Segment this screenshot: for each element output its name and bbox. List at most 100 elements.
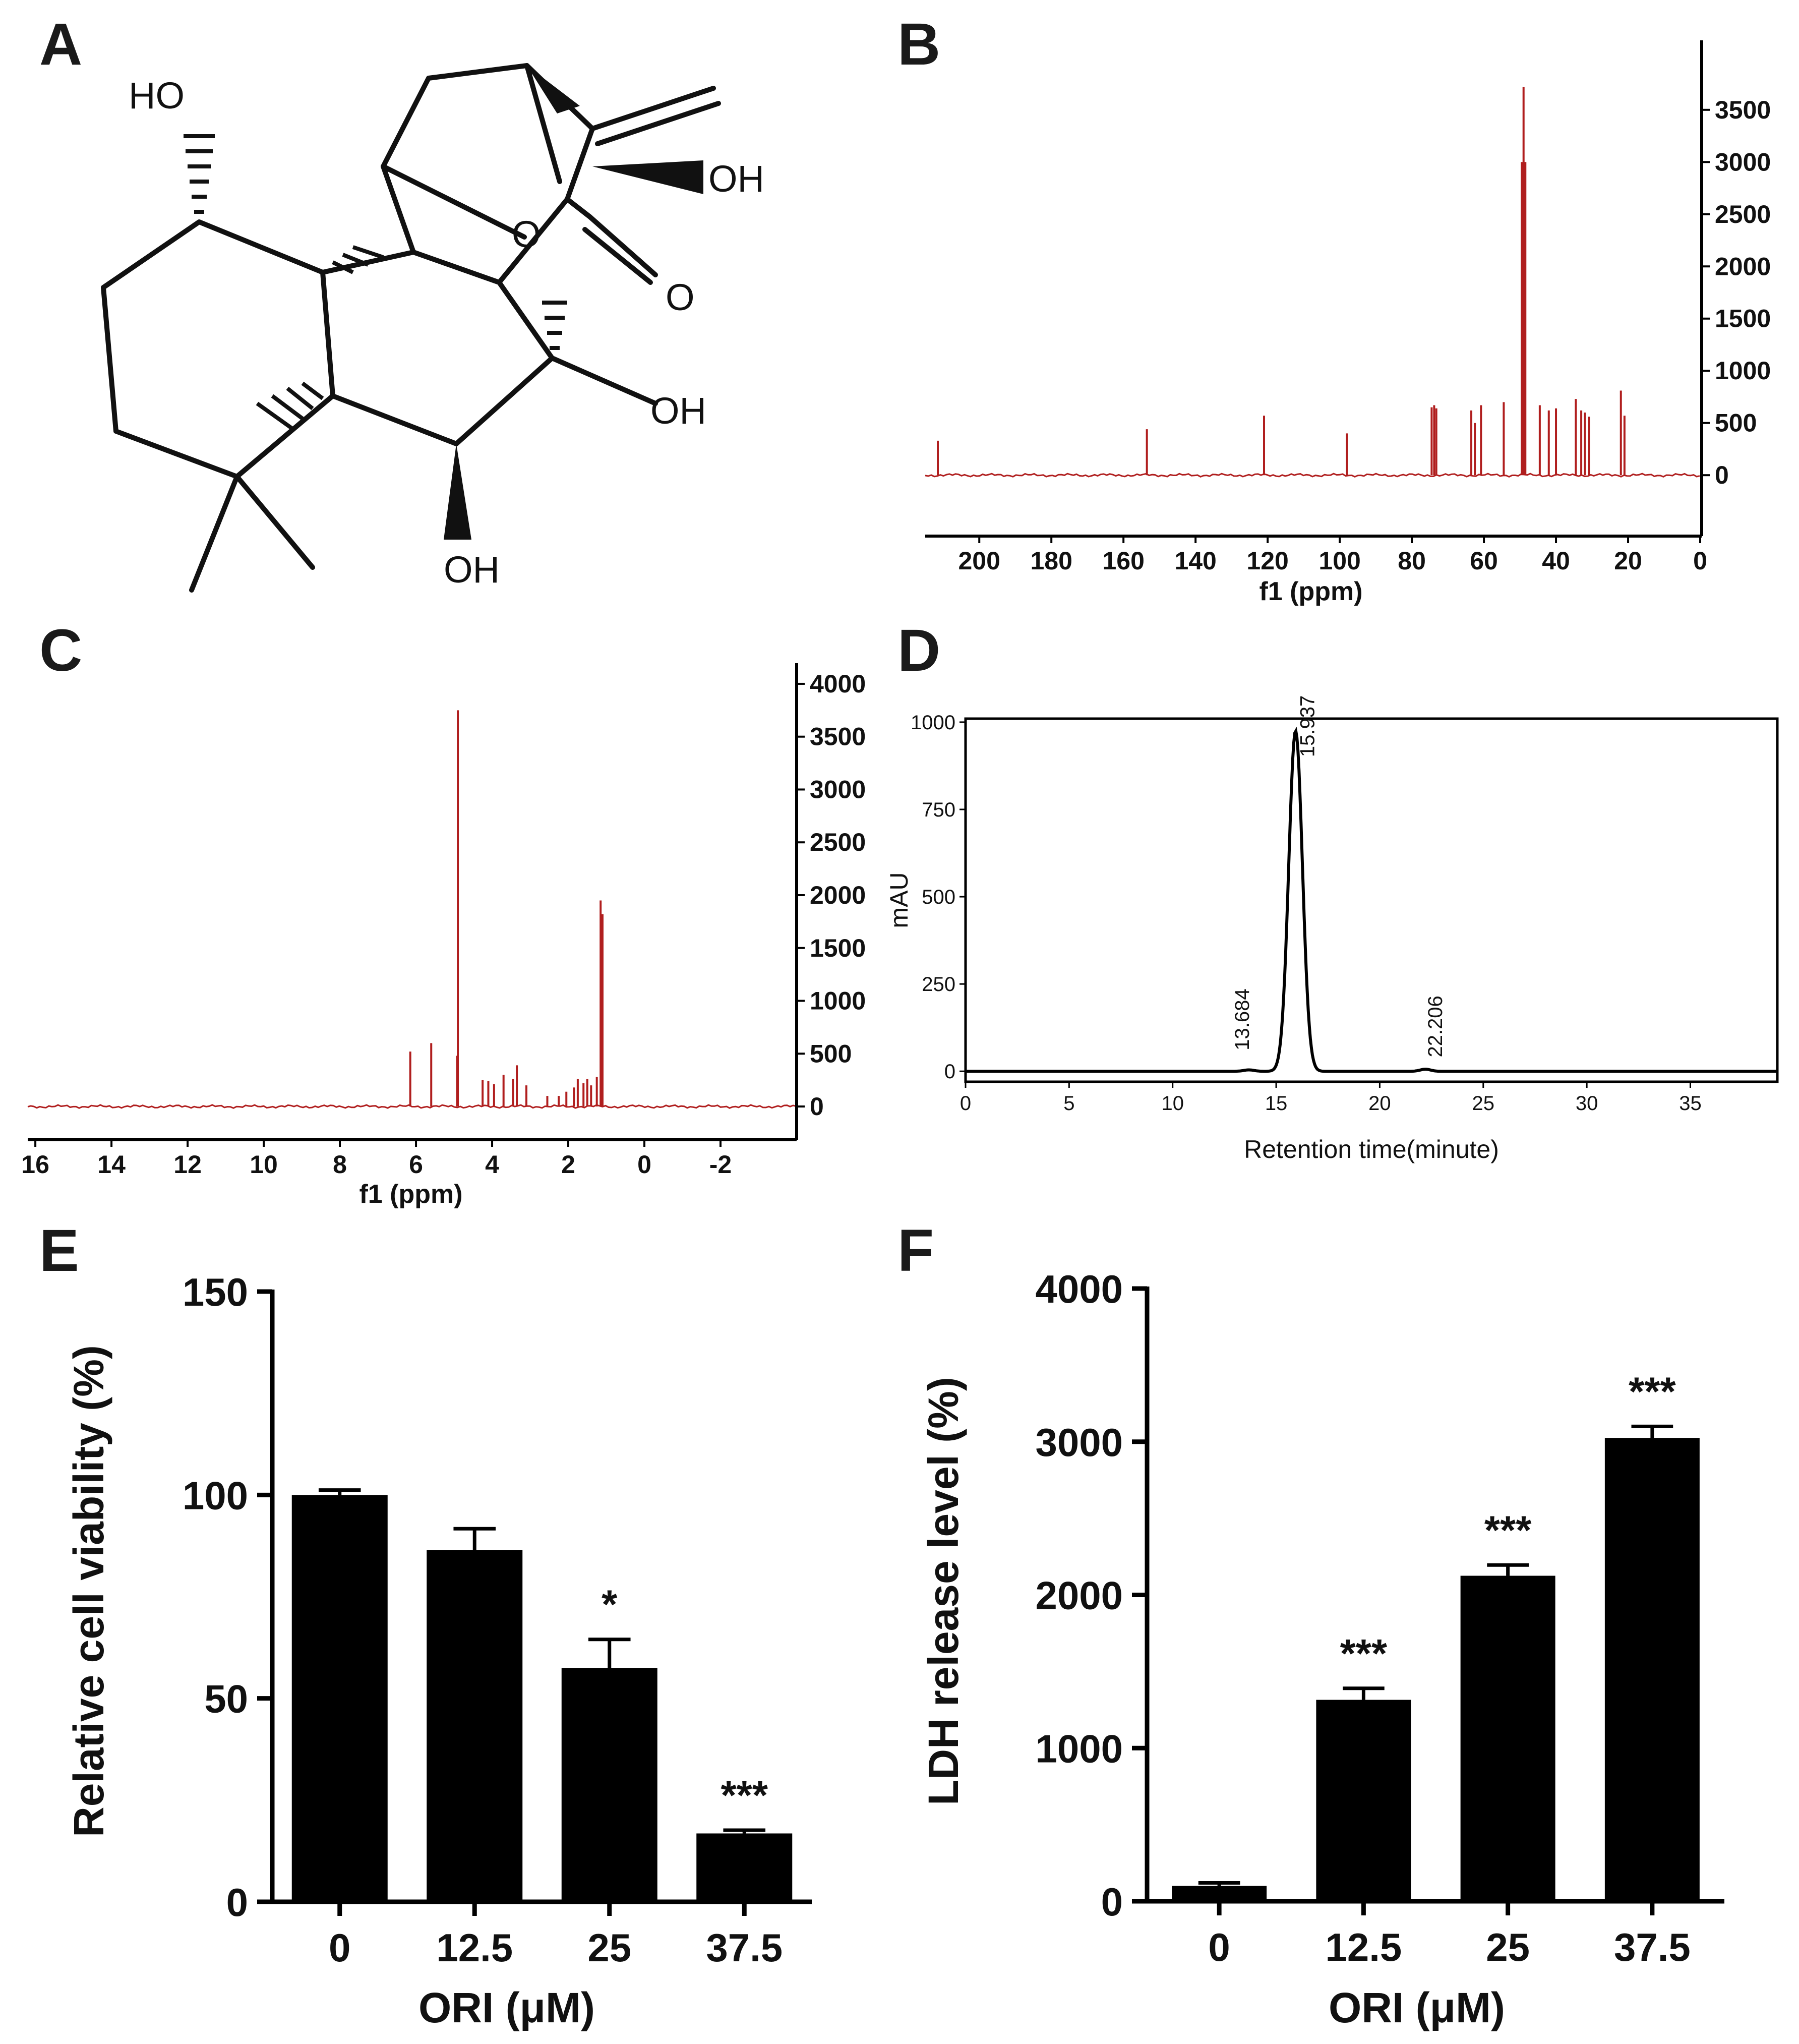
atom-oh-right: OH bbox=[650, 390, 706, 432]
x-tick-label: 4 bbox=[485, 1150, 499, 1179]
y-tick-label: 500 bbox=[810, 1039, 852, 1068]
bars: *** *** *** bbox=[1172, 1369, 1700, 1901]
atom-ho: HO bbox=[129, 75, 185, 116]
y-tick-label: 4000 bbox=[810, 670, 866, 698]
x-tick-label: 40 bbox=[1542, 547, 1570, 575]
significance-label: * bbox=[602, 1582, 618, 1627]
ldh-release-bar-chart: 0 1000 2000 3000 4000 0 12.5 25 37.5 *** *** *** O… bbox=[920, 1267, 1724, 2031]
x-tick-label: 140 bbox=[1174, 547, 1216, 575]
x-tick-label: 180 bbox=[1030, 547, 1072, 575]
y-tick-label: 1000 bbox=[1035, 1726, 1123, 1771]
x-tick-label: 160 bbox=[1102, 547, 1144, 575]
panel-letter-c: C bbox=[39, 617, 82, 684]
x-tick-label: 35 bbox=[1679, 1092, 1702, 1115]
bar bbox=[1172, 1886, 1267, 1901]
y-tick-label: 2000 bbox=[1035, 1573, 1123, 1618]
x-axis-label: f1 (ppm) bbox=[1259, 577, 1362, 606]
y-axis-label: Relative cell viability (%) bbox=[65, 1345, 112, 1837]
y-tick-label: 2500 bbox=[1715, 200, 1771, 228]
hplc-trace: 13.684 15.937 22.206 bbox=[966, 695, 1777, 1073]
x-tick-label: 0 bbox=[1208, 1925, 1230, 1969]
nmr-axes: 16 14 12 10 8 6 4 2 0 -2 0 500 1000 1500 2000 2500 3000 3… bbox=[21, 663, 866, 1179]
hplc-axes: 0 5 10 15 20 25 30 35 0 250 500 750 1000 bbox=[911, 712, 1779, 1115]
panel-letter-a: A bbox=[39, 11, 82, 78]
peak-label: 15.937 bbox=[1297, 695, 1319, 757]
nmr-peaks bbox=[925, 87, 1700, 478]
y-tick-label: 500 bbox=[922, 886, 955, 908]
peak-label: 22.206 bbox=[1424, 996, 1447, 1057]
nmr-baseline bbox=[925, 473, 1700, 478]
y-tick-label: 100 bbox=[183, 1473, 248, 1517]
y-tick-label: 3500 bbox=[810, 723, 866, 751]
bar bbox=[291, 1495, 388, 1902]
x-tick-label: 2 bbox=[561, 1150, 575, 1179]
significance-label: *** bbox=[721, 1773, 768, 1818]
x-axis-label: Retention time(minute) bbox=[1244, 1135, 1499, 1163]
y-tick-label: 2500 bbox=[810, 828, 866, 856]
y-tick-label: 750 bbox=[922, 799, 955, 821]
y-tick-label: 1000 bbox=[1715, 357, 1771, 385]
x-tick-label: 25 bbox=[587, 1925, 631, 1970]
bar bbox=[1316, 1700, 1411, 1901]
y-axis-label: LDH release level (%) bbox=[920, 1377, 967, 1805]
x-axis-label: ORI (μM) bbox=[1329, 1984, 1505, 2031]
x-tick-label: 120 bbox=[1246, 547, 1288, 575]
y-tick-label: 3500 bbox=[1715, 96, 1771, 124]
y-tick-label: 500 bbox=[1715, 409, 1757, 437]
significance-label: *** bbox=[1340, 1631, 1388, 1676]
x-tick-label: 10 bbox=[1161, 1092, 1184, 1115]
x-tick-label: 15 bbox=[1265, 1092, 1288, 1115]
nmr-baseline bbox=[27, 1104, 797, 1109]
x-tick-label: 60 bbox=[1470, 547, 1498, 575]
atom-oh-top: OH bbox=[708, 158, 764, 200]
bars: **** bbox=[291, 1488, 793, 1902]
panel-letter-e: E bbox=[39, 1217, 79, 1284]
y-tick-label: 150 bbox=[183, 1270, 248, 1314]
x-tick-label: 37.5 bbox=[706, 1925, 783, 1970]
atom-oh-bottom: OH bbox=[444, 549, 500, 591]
chromatogram-line bbox=[966, 727, 1777, 1073]
nmr-peaks bbox=[27, 710, 797, 1109]
y-tick-label: 2000 bbox=[810, 881, 866, 909]
y-tick-label: 2000 bbox=[1715, 252, 1771, 280]
x-tick-label: 0 bbox=[960, 1092, 971, 1115]
y-tick-label: 4000 bbox=[1035, 1267, 1123, 1311]
panel-letter-f: F bbox=[897, 1217, 934, 1284]
panel-letter-b: B bbox=[897, 11, 940, 78]
bar bbox=[696, 1833, 793, 1902]
x-tick-label: 0 bbox=[1693, 547, 1707, 575]
y-tick-label: 0 bbox=[810, 1092, 824, 1121]
y-tick-label: 0 bbox=[1715, 461, 1729, 489]
y-axis-label: mAU bbox=[885, 872, 913, 928]
atom-o-bridge: O bbox=[512, 213, 541, 255]
significance-label: *** bbox=[1484, 1507, 1532, 1552]
x-tick-label: 100 bbox=[1318, 547, 1360, 575]
x-tick-label: 0 bbox=[329, 1925, 350, 1970]
significance-label: *** bbox=[1629, 1369, 1676, 1414]
x-tick-label: 37.5 bbox=[1614, 1925, 1691, 1969]
x-tick-label: 30 bbox=[1576, 1092, 1598, 1115]
x-tick-label: 200 bbox=[958, 547, 1000, 575]
bar bbox=[1460, 1575, 1555, 1901]
y-tick-label: 1000 bbox=[911, 712, 955, 734]
y-tick-label: 3000 bbox=[1035, 1420, 1123, 1465]
x-tick-label: 25 bbox=[1486, 1925, 1530, 1969]
y-tick-label: 250 bbox=[922, 973, 955, 996]
x-tick-label: 5 bbox=[1063, 1092, 1074, 1115]
x-tick-label: 25 bbox=[1472, 1092, 1495, 1115]
y-tick-label: 3000 bbox=[1715, 148, 1771, 176]
y-tick-label: 0 bbox=[226, 1880, 248, 1924]
bar bbox=[427, 1550, 523, 1902]
x-tick-label: 14 bbox=[97, 1150, 126, 1179]
proton-nmr-chart: 16 14 12 10 8 6 4 2 0 -2 0 500 1000 1500 2000 2500 3000 3… bbox=[21, 663, 866, 1209]
y-tick-label: 1000 bbox=[810, 987, 866, 1015]
x-tick-label: 6 bbox=[409, 1150, 423, 1179]
x-tick-label: 12.5 bbox=[436, 1925, 513, 1970]
nmr-axes: 200 180 160 140 120 100 80 60 40 20 00500100015002… bbox=[925, 40, 1771, 575]
bar-axes: 0 50 100 150 0 12.5 25 37.5 bbox=[183, 1270, 812, 1970]
x-axis-label: f1 (ppm) bbox=[359, 1180, 462, 1209]
carbon-nmr-chart: 200 180 160 140 120 100 80 60 40 20 00500100015002… bbox=[925, 40, 1771, 606]
x-tick-label: 20 bbox=[1614, 547, 1642, 575]
structure-hashes bbox=[184, 134, 567, 431]
